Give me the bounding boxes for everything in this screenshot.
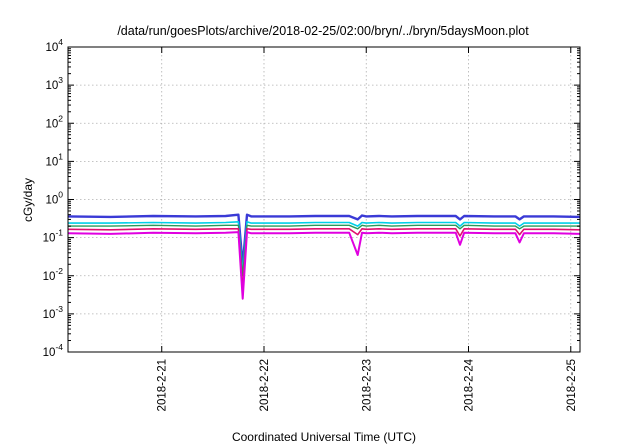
y-ticks: 10-4 10-3 10-2 10-1 100 101 102 103 104 bbox=[43, 37, 580, 359]
y-tick-label: 100 bbox=[45, 190, 63, 207]
x-tick-label: 2018-2-25 bbox=[566, 359, 578, 411]
series-line-3 bbox=[68, 224, 580, 277]
series-line-5 bbox=[68, 231, 580, 300]
series-line-4 bbox=[68, 228, 580, 290]
y-tick-label: 101 bbox=[45, 151, 63, 168]
y-tick-label: 10-3 bbox=[43, 304, 64, 321]
y-tick-label: 10-1 bbox=[43, 228, 64, 245]
x-tick-label: 2018-2-21 bbox=[157, 359, 169, 411]
x-tick-label: 2018-2-24 bbox=[464, 358, 476, 411]
y-tick-label: 102 bbox=[45, 113, 63, 130]
y-tick-label: 10-2 bbox=[43, 266, 64, 283]
series-line-1 bbox=[68, 213, 580, 268]
x-tick-label: 2018-2-22 bbox=[259, 359, 271, 411]
y-axis-label: cGy/day bbox=[21, 178, 35, 222]
x-tick-label: 2018-2-23 bbox=[361, 359, 373, 411]
x-axis-label: Coordinated Universal Time (UTC) bbox=[232, 430, 416, 444]
y-tick-label: 104 bbox=[45, 37, 63, 54]
x-ticks: 2018-2-21 2018-2-22 2018-2-23 2018-2-24 2018… bbox=[157, 47, 578, 411]
y-tick-label: 103 bbox=[45, 75, 63, 92]
grid bbox=[68, 47, 580, 352]
chart-title: /data/run/goesPlots/archive/2018-02-25/0… bbox=[117, 24, 529, 38]
series-layer bbox=[68, 213, 580, 300]
y-tick-label: 10-4 bbox=[43, 342, 64, 359]
series-line-2 bbox=[68, 221, 580, 274]
